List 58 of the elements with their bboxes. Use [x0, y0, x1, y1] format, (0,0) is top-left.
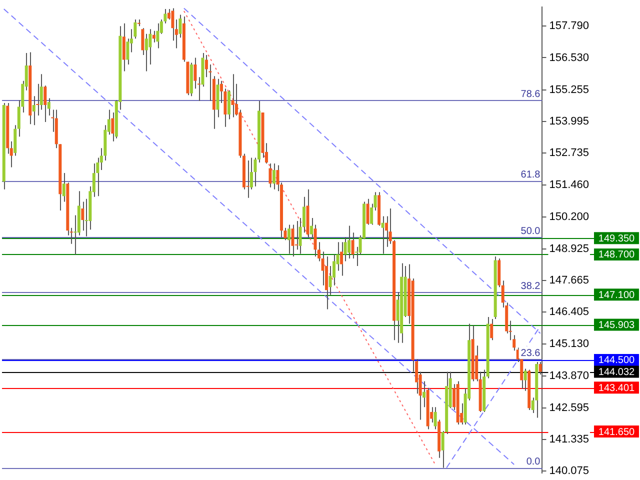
candlestick: [44, 85, 47, 123]
ref-line-label: 143.401: [598, 382, 636, 394]
ref-line-label: 145.903: [598, 320, 636, 331]
annotation: 38.2: [520, 280, 541, 292]
y-tick-label: 146.405: [549, 306, 590, 318]
candlestick: [141, 28, 144, 56]
candlestick: [171, 8, 174, 42]
candlestick: [96, 157, 100, 197]
candlestick: [111, 112, 114, 142]
candlestick: [288, 224, 290, 254]
candlestick: [122, 22, 126, 72]
candlestick: [490, 318, 494, 341]
candlestick: [295, 220, 298, 250]
candlestick: [246, 160, 250, 198]
candlestick: [126, 38, 130, 66]
annotation: 78.6: [520, 88, 541, 100]
candlestick: [156, 22, 160, 49]
y-tick-label: 155.255: [549, 84, 590, 96]
candlestick: [231, 74, 234, 118]
annotation: 50.0: [520, 226, 541, 238]
annotation: 23.6: [520, 348, 541, 359]
candlestick: [291, 224, 294, 257]
candlestick: [268, 163, 272, 188]
ref-line-label: 147.100: [598, 290, 636, 301]
y-tick-label: 141.335: [549, 433, 590, 446]
ref-line-label: 144.032: [598, 366, 636, 378]
y-tick-label: 156.530: [549, 52, 590, 64]
candlestick: [144, 33, 148, 72]
y-tick-label: 148.925: [549, 242, 590, 255]
ref-line-label: 149.350: [598, 233, 636, 244]
candlestick: [272, 163, 276, 190]
y-tick-label: 157.790: [549, 20, 590, 32]
y-tick-label: 145.130: [549, 338, 590, 350]
candlestick: [434, 406, 437, 430]
y-tick-label: 153.995: [549, 115, 590, 128]
annotation: 0.0: [526, 456, 541, 468]
y-tick-label: 151.460: [549, 179, 590, 192]
candlestick: [348, 225, 351, 259]
candlestick: [366, 198, 370, 226]
candlestick: [524, 368, 527, 392]
y-tick-label: 143.870: [549, 370, 590, 382]
candlestick: [152, 30, 156, 43]
candlestick: [310, 218, 314, 238]
y-tick-label: 152.735: [549, 147, 590, 160]
y-tick-label: 140.075: [549, 465, 590, 478]
ref-line-label: 141.650: [598, 426, 636, 438]
candlestick: [204, 54, 208, 78]
y-tick-label: 147.665: [549, 274, 590, 286]
candlestick: [81, 201, 84, 232]
candlestick: [340, 242, 344, 276]
candlestick: [32, 96, 36, 126]
ref-line-label: 148.700: [598, 250, 636, 261]
y-tick-label: 142.595: [549, 402, 590, 414]
y-tick-label: 150.200: [549, 210, 590, 223]
annotation: 61.8: [520, 169, 541, 180]
candlestick: [227, 90, 230, 120]
candlestick: [194, 57, 197, 90]
ref-line-label: 144.500: [598, 355, 636, 366]
